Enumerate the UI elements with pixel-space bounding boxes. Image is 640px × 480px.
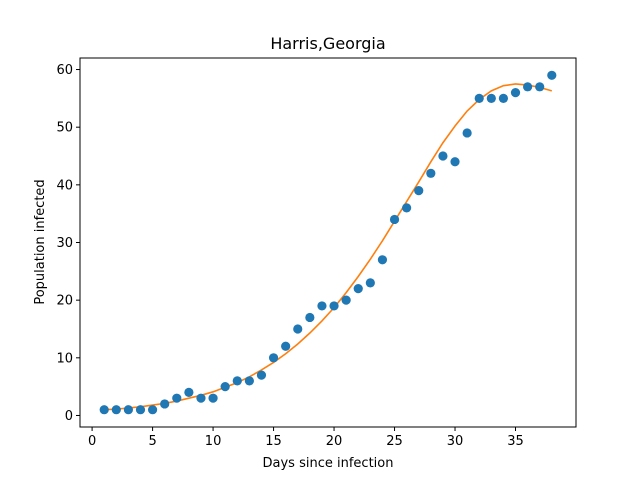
y-axis-label: Population infected [33, 179, 48, 304]
data-point [414, 186, 424, 196]
axes: 0 5 10 15 20 25 30 35 0 10 20 30 40 50 60 [56, 57, 577, 449]
x-tick-label: 35 [507, 434, 524, 449]
x-tick-label: 5 [148, 434, 156, 449]
data-point [510, 87, 521, 98]
fit-line [104, 83, 553, 411]
x-tick-label: 20 [326, 434, 343, 449]
x-tick-label: 0 [88, 434, 96, 449]
data-point [365, 278, 375, 288]
data-point [474, 93, 484, 103]
data-point [462, 128, 472, 138]
data-point [232, 376, 242, 386]
y-tick-label: 50 [56, 121, 73, 136]
data-point [535, 82, 545, 92]
data-point [402, 203, 412, 213]
chart-marks [99, 70, 557, 415]
data-point [268, 353, 279, 363]
data-point [244, 376, 254, 386]
y-tick-label: 10 [56, 351, 73, 366]
data-point [438, 151, 448, 161]
data-point [317, 301, 327, 311]
data-point [523, 82, 533, 92]
data-point [160, 399, 170, 409]
data-point [256, 370, 267, 380]
data-point [281, 341, 291, 351]
y-tick-label: 20 [56, 294, 73, 309]
x-tick-label: 30 [447, 434, 464, 449]
data-point [305, 312, 315, 323]
data-point [450, 157, 460, 167]
data-point [172, 393, 182, 403]
data-point [389, 214, 400, 225]
x-tick-label: 15 [265, 434, 282, 449]
data-point [99, 405, 109, 415]
data-point [135, 405, 146, 415]
data-point [353, 284, 363, 294]
plot-frame [79, 57, 577, 428]
x-axis-label: Days since infection [263, 456, 394, 471]
data-point [498, 93, 509, 103]
data-point [196, 393, 206, 403]
x-tick-label: 25 [386, 434, 403, 449]
y-tick-label: 40 [56, 178, 73, 193]
data-point [486, 93, 496, 103]
data-point [377, 255, 388, 265]
x-tick-label: 10 [205, 434, 222, 449]
data-point [329, 301, 339, 311]
data-point [208, 393, 218, 403]
y-tick-label: 60 [56, 63, 73, 78]
y-tick-label: 0 [65, 409, 73, 424]
y-tick-label: 30 [56, 236, 73, 251]
data-point [220, 382, 230, 392]
data-point [184, 387, 194, 398]
data-point [341, 295, 351, 305]
data-point [547, 70, 557, 80]
chart-title: Harris,Georgia [270, 34, 385, 53]
data-point [293, 324, 303, 334]
data-point [111, 405, 121, 415]
data-point [147, 405, 158, 415]
data-point [123, 405, 133, 415]
data-point [426, 168, 436, 178]
